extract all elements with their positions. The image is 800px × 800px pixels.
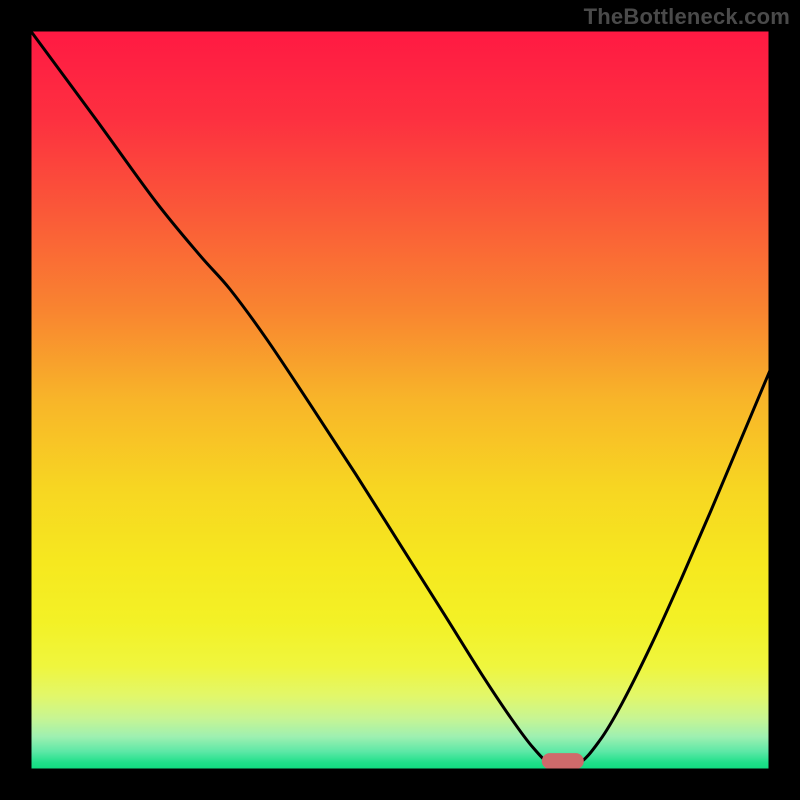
watermark-text: TheBottleneck.com: [584, 4, 790, 30]
plot-background: [30, 30, 770, 770]
bottleneck-curve-chart: [0, 0, 800, 800]
chart-frame: [0, 0, 800, 800]
optimal-marker: [542, 753, 584, 769]
